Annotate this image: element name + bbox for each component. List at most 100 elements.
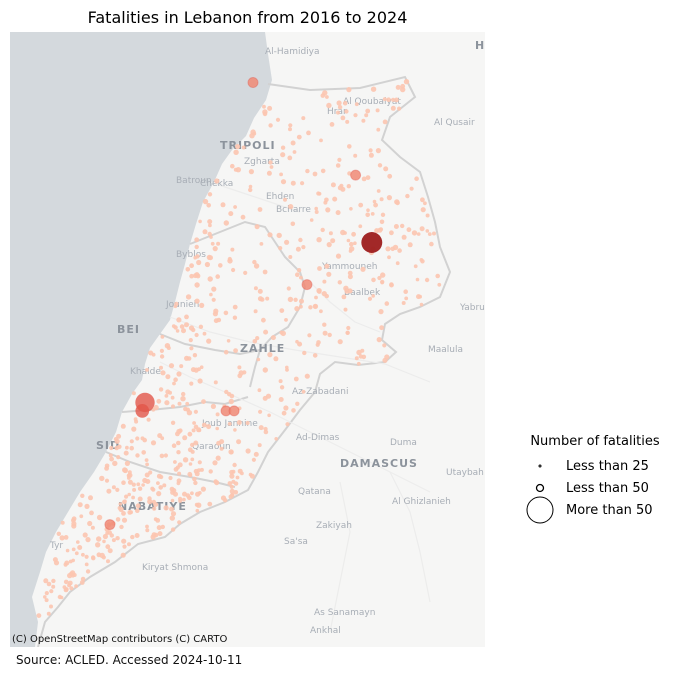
event-small — [376, 127, 381, 132]
event-small — [314, 210, 319, 214]
event-small — [406, 227, 412, 233]
event-small — [127, 492, 131, 497]
map-label-23: SID — [96, 439, 120, 452]
event-small — [326, 242, 332, 248]
event-small — [188, 462, 193, 466]
event-small — [301, 116, 306, 121]
event-small — [150, 486, 155, 491]
event-small — [159, 453, 165, 459]
event-small — [168, 363, 175, 369]
event-small — [294, 306, 300, 312]
event-small — [420, 259, 425, 264]
event-medium — [104, 519, 116, 531]
event-small — [63, 535, 69, 540]
legend-label-medium: Less than 50 — [566, 480, 649, 496]
event-small — [36, 613, 42, 618]
event-small — [70, 570, 76, 576]
event-small — [229, 473, 235, 479]
event-small — [395, 200, 400, 206]
event-small — [87, 520, 93, 527]
event-small — [206, 424, 212, 430]
event-small — [233, 348, 239, 353]
event-small — [248, 184, 253, 189]
event-small — [429, 241, 434, 247]
event-small — [170, 511, 177, 517]
event-small — [220, 202, 226, 208]
event-small — [296, 134, 302, 140]
event-small — [427, 232, 432, 237]
event-small — [148, 350, 154, 356]
event-small — [90, 525, 95, 530]
event-small — [171, 404, 175, 409]
event-small — [269, 165, 274, 169]
event-small — [185, 401, 190, 406]
event-small — [378, 309, 384, 315]
event-small — [77, 502, 83, 508]
event-small — [207, 219, 213, 225]
event-small — [308, 305, 313, 310]
event-small — [253, 263, 260, 269]
event-small — [278, 246, 283, 251]
event-small — [377, 275, 382, 281]
event-small — [365, 212, 371, 218]
event-small — [425, 229, 430, 233]
event-small — [52, 557, 58, 563]
event-small — [59, 535, 65, 541]
event-small — [192, 353, 198, 358]
event-small — [215, 274, 220, 279]
event-small — [142, 437, 147, 443]
event-small — [353, 153, 358, 158]
legend-label-small: Less than 25 — [566, 458, 649, 474]
event-small — [377, 163, 383, 168]
event-small — [346, 238, 351, 243]
event-small — [168, 475, 173, 481]
event-small — [56, 531, 61, 536]
event-small — [194, 332, 199, 338]
event-small — [152, 506, 157, 511]
event-small — [190, 457, 195, 462]
event-small — [312, 171, 318, 177]
event-small — [345, 331, 350, 335]
map-label-5: TRIPOLI — [220, 139, 276, 152]
event-small — [290, 180, 296, 186]
map-panel[interactable]: Al-HamidiyaHOAl QoubaiyatHrarAl QusairTR… — [10, 32, 485, 647]
event-small — [57, 594, 63, 600]
event-small — [195, 508, 200, 513]
event-small — [295, 272, 300, 277]
legend-medium-marker — [520, 477, 560, 499]
event-small — [189, 273, 194, 279]
event-small — [250, 129, 256, 135]
event-small — [314, 295, 318, 300]
map-title: Fatalities in Lebanon from 2016 to 2024 — [87, 8, 408, 27]
event-small — [403, 79, 410, 85]
event-small — [121, 480, 126, 486]
event-small — [258, 409, 263, 414]
event-small — [153, 404, 159, 411]
event-small — [227, 481, 233, 486]
event-small — [347, 274, 353, 280]
event-small — [127, 479, 133, 485]
event-small — [131, 482, 136, 487]
map-label-9: Batroun — [176, 176, 212, 186]
legend: Number of fatalities Less than 25 Less t… — [520, 434, 670, 524]
event-small — [169, 515, 175, 521]
event-small — [328, 231, 333, 236]
event-small — [235, 475, 240, 480]
event-small — [89, 510, 94, 516]
map-label-19: Khalde — [130, 367, 161, 377]
event-small — [254, 224, 260, 230]
event-small — [223, 349, 229, 355]
event-small — [251, 457, 256, 462]
event-small — [115, 536, 120, 541]
borders — [37, 75, 452, 647]
event-small — [46, 581, 52, 587]
event-small — [74, 551, 79, 556]
map-canvas[interactable]: Al-HamidiyaHOAl QoubaiyatHrarAl QusairTR… — [10, 32, 485, 647]
event-small — [124, 494, 129, 499]
event-small — [281, 410, 287, 416]
event-small — [322, 279, 327, 284]
event-small — [156, 491, 162, 497]
event-small — [84, 503, 90, 509]
event-small — [245, 448, 251, 454]
event-small — [389, 230, 394, 236]
